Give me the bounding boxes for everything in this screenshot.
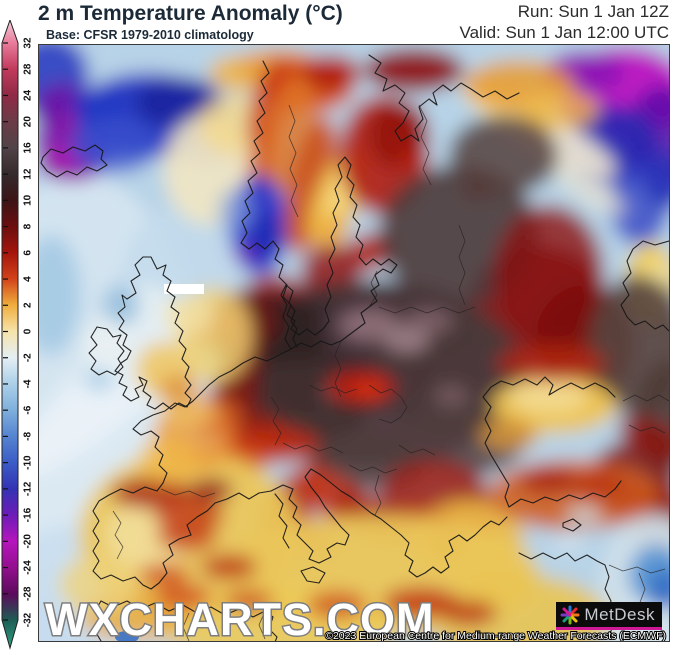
colorbar-tick-label: -28 [23, 586, 34, 601]
map-container: WXCHARTS.COM ©2023 European Centre for M… [38, 44, 670, 642]
colorbar-tick-label: 20 [23, 116, 34, 128]
colorbar-tick-label: 0 [23, 328, 34, 334]
colorbar-tick-label: -32 [23, 612, 34, 627]
blank-data-rectangle [164, 284, 204, 294]
colorbar-tick-label: 10 [23, 194, 34, 206]
colorbar-tick-label: 12 [23, 168, 34, 180]
valid-label: Valid: Sun 1 Jan 12:00 UTC [459, 23, 669, 42]
page-title: 2 m Temperature Anomaly (°C) [38, 2, 343, 25]
colorbar-tick-label: 8 [23, 223, 34, 229]
colorbar-tick-label: 16 [23, 142, 34, 154]
colorbar-svg: 3228242016121086420-2-4-6-8-10-12-16-20-… [1, 18, 34, 650]
colorbar-tick-label: 2 [23, 302, 34, 308]
colorbar-tick-label: -12 [23, 481, 34, 496]
anomaly-map: WXCHARTS.COM ©2023 European Centre for M… [39, 45, 669, 641]
coastlines [40, 54, 669, 641]
attribution: ©2023 European Centre for Medium-range W… [325, 630, 666, 641]
colorbar-tick-label: 28 [23, 63, 34, 75]
colorbar-tick-label: -8 [23, 432, 34, 441]
colorbar-tick-label: 4 [23, 276, 34, 282]
country-borders [112, 104, 669, 641]
colorbar-ticks [3, 42, 8, 621]
watermark: WXCHARTS.COM [45, 594, 434, 641]
metdesk-logo: MetDesk [556, 602, 662, 630]
colorbar-tick-label: -10 [23, 455, 34, 470]
temperature-field [39, 45, 669, 641]
run-valid-info: Run: Sun 1 Jan 12Z Valid: Sun 1 Jan 12:0… [460, 1, 669, 43]
colorbar-tick-label: 6 [23, 250, 34, 256]
colorbar-tick-label: -2 [23, 353, 34, 362]
colorbar-tick-label: 32 [23, 37, 34, 49]
colorbar-tick-label: -16 [23, 507, 34, 522]
colorbar-tick-label: -20 [23, 534, 34, 549]
colorbar-tick-label: -4 [23, 379, 34, 388]
metdesk-logo-text: MetDesk [584, 604, 655, 624]
page-subtitle: Base: CFSR 1979-2010 climatology [46, 28, 254, 42]
colorbar-tick-labels: 3228242016121086420-2-4-6-8-10-12-16-20-… [23, 37, 34, 627]
colorbar-arrow [1, 18, 19, 650]
colorbar-tick-label: -24 [23, 560, 34, 575]
metdesk-star-icon [560, 605, 580, 624]
gibraltar-cold-speck [115, 631, 139, 641]
colorbar: 32 28 24 20 16 12 10 8 6 4 2 0 -2 -4 -6 -8 -10 -12 -16 -20-… [1, 18, 39, 650]
colorbar-tick-label: -6 [23, 405, 34, 414]
colorbar-tick-label: 24 [23, 89, 34, 101]
run-label: Run: Sun 1 Jan 12Z [517, 2, 669, 21]
